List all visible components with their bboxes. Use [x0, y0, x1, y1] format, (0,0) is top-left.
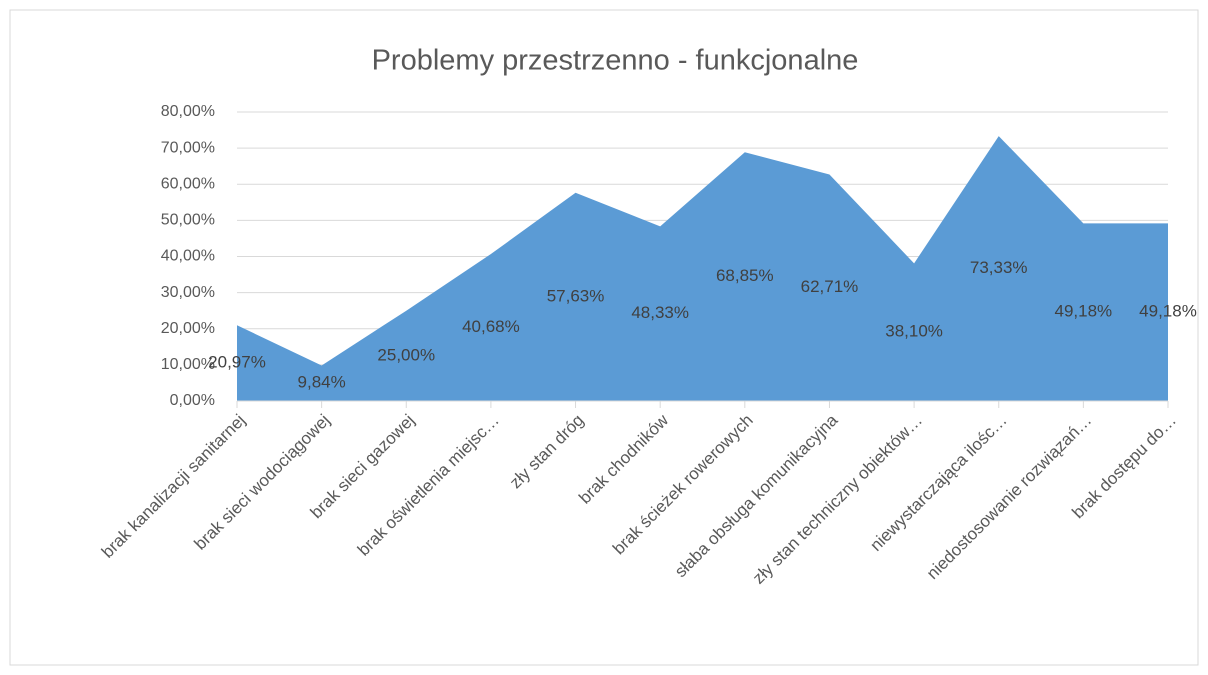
- data-label: 73,33%: [970, 258, 1028, 277]
- data-label: 68,85%: [716, 266, 774, 285]
- data-label: 49,18%: [1139, 302, 1197, 321]
- y-tick-label: 80,00%: [161, 103, 215, 120]
- data-label: 9,84%: [298, 373, 346, 392]
- data-label: 57,63%: [547, 286, 605, 305]
- chart-title: Problemy przestrzenno - funkcjonalne: [372, 45, 859, 77]
- y-tick-label: 0,00%: [170, 392, 215, 409]
- data-label: 40,68%: [462, 317, 520, 336]
- y-tick-label: 30,00%: [161, 284, 215, 301]
- y-tick-label: 20,00%: [161, 320, 215, 337]
- data-label: 20,97%: [208, 353, 266, 372]
- data-label: 48,33%: [631, 303, 689, 322]
- data-label: 25,00%: [377, 345, 435, 364]
- y-tick-label: 40,00%: [161, 248, 215, 265]
- y-tick-label: 10,00%: [161, 356, 215, 373]
- area: [237, 136, 1168, 401]
- data-label: 62,71%: [801, 277, 859, 296]
- y-tick-label: 60,00%: [161, 175, 215, 192]
- data-label: 49,18%: [1055, 302, 1113, 321]
- y-tick-label: 70,00%: [161, 139, 215, 156]
- y-tick-label: 50,00%: [161, 212, 215, 229]
- data-label: 38,10%: [885, 322, 943, 341]
